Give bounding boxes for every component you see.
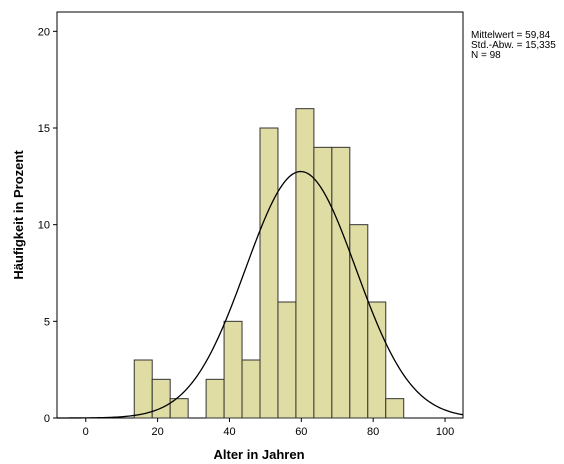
statistics-box: Mittelwert = 59,84 Std.-Abw. = 15,335 N … xyxy=(471,30,556,61)
stat-mean: Mittelwert = 59,84 xyxy=(471,30,551,41)
x-tick-label: 40 xyxy=(223,426,235,438)
x-tick-label: 100 xyxy=(436,426,454,438)
histogram-bar xyxy=(385,398,405,419)
histogram-bar xyxy=(133,359,153,419)
x-tick-label: 60 xyxy=(295,426,307,438)
histogram-bar xyxy=(259,127,279,419)
histogram-bar xyxy=(331,146,351,419)
histogram-bar xyxy=(169,398,189,419)
stat-n: N = 98 xyxy=(471,50,501,61)
histogram-bar xyxy=(295,108,315,419)
histogram-bar xyxy=(205,378,225,419)
y-axis-title: Häufigkeit in Prozent xyxy=(11,150,26,280)
stat-sd: Std.-Abw. = 15,335 xyxy=(471,40,556,51)
x-axis: 0 20 40 60 80 100 xyxy=(83,418,454,438)
histogram-bar xyxy=(367,301,387,419)
normal-curve xyxy=(56,170,464,419)
histogram-bar xyxy=(151,378,171,419)
histogram-bar xyxy=(349,224,369,419)
histogram-bar xyxy=(241,359,261,419)
y-axis: 0 5 10 15 20 xyxy=(38,26,57,425)
x-tick-label: 80 xyxy=(367,426,379,438)
y-tick-label: 20 xyxy=(38,26,50,38)
y-tick-label: 10 xyxy=(38,220,50,232)
histogram-bar xyxy=(313,146,333,419)
histogram-bar xyxy=(223,320,243,419)
x-tick-label: 0 xyxy=(83,426,89,438)
y-tick-label: 0 xyxy=(44,413,50,425)
x-tick-label: 20 xyxy=(151,426,163,438)
x-axis-title: Alter in Jahren xyxy=(213,447,304,462)
y-tick-label: 5 xyxy=(44,316,50,328)
histogram-bar xyxy=(277,301,297,419)
y-tick-label: 15 xyxy=(38,123,50,135)
